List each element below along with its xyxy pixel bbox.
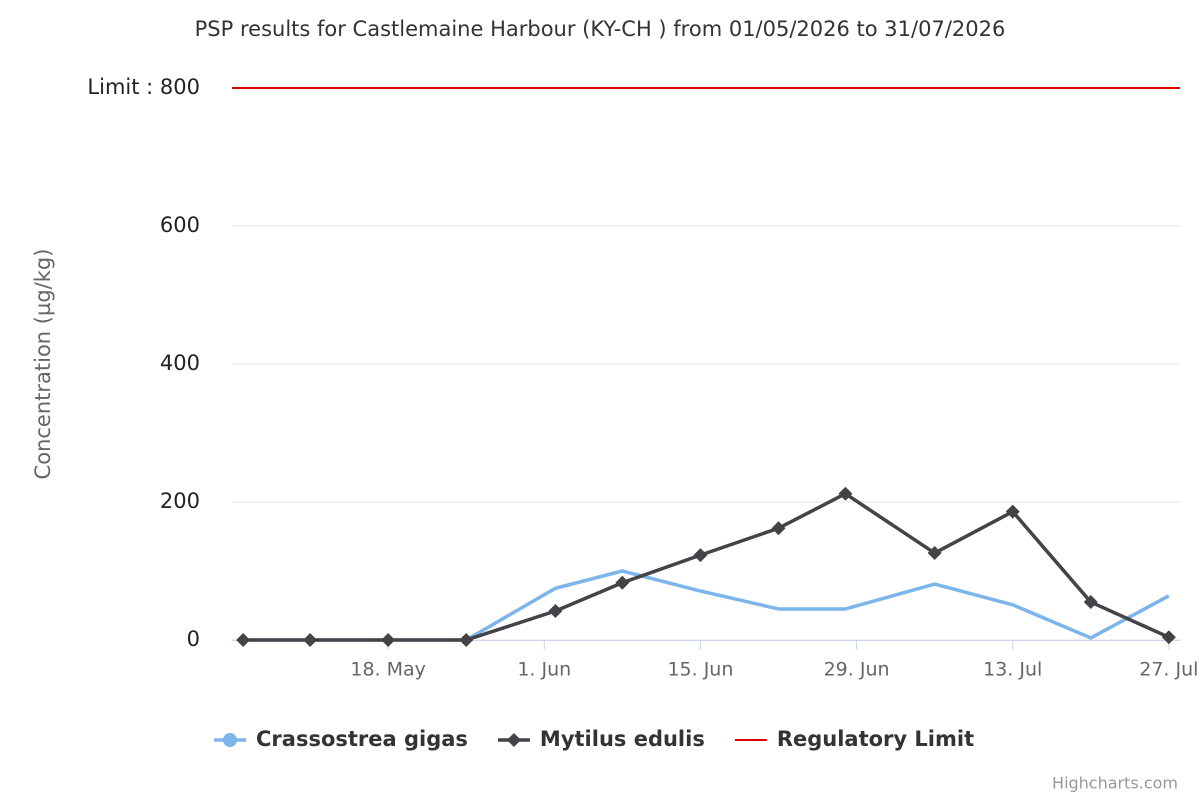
point-marker: [1161, 630, 1176, 645]
chart-title: PSP results for Castlemaine Harbour (KY-…: [195, 17, 1006, 41]
x-tick-label: 29. Jun: [824, 659, 890, 681]
point-marker: [381, 633, 396, 647]
point-marker: [548, 604, 563, 619]
point-marker: [303, 633, 318, 647]
credits[interactable]: Highcharts.com: [1052, 774, 1178, 793]
legend-marker[interactable]: [223, 733, 237, 747]
y-tick-label: 0: [187, 627, 200, 651]
legend-label[interactable]: Regulatory Limit: [777, 727, 974, 751]
series-line: [243, 491, 1170, 642]
x-tick-label: 27. Jul: [1139, 659, 1198, 681]
point-marker: [1083, 595, 1098, 610]
legend-label[interactable]: Mytilus edulis: [540, 727, 705, 751]
point-marker: [771, 521, 786, 536]
y-tick-label: 600: [160, 213, 200, 237]
y-axis-title: Concentration (µg/kg): [31, 249, 55, 480]
point-marker: [615, 575, 630, 590]
series-line: [243, 569, 1170, 642]
legend-marker[interactable]: [506, 733, 521, 747]
point-marker: [927, 546, 942, 561]
y-tick-label: 400: [160, 351, 200, 375]
point-marker: [693, 548, 708, 563]
x-tick-label: 18. May: [350, 659, 426, 681]
x-tick-label: 15. Jun: [667, 659, 733, 681]
point-marker: [1005, 504, 1020, 519]
point-marker: [838, 486, 853, 501]
y-tick-label: Limit : 800: [87, 75, 200, 99]
legend-label[interactable]: Crassostrea gigas: [256, 727, 468, 751]
point-marker: [236, 633, 251, 647]
y-tick-label: 200: [160, 489, 200, 513]
x-tick-label: 1. Jun: [517, 659, 571, 681]
x-tick-label: 13. Jul: [983, 659, 1042, 681]
point-marker: [459, 633, 474, 647]
